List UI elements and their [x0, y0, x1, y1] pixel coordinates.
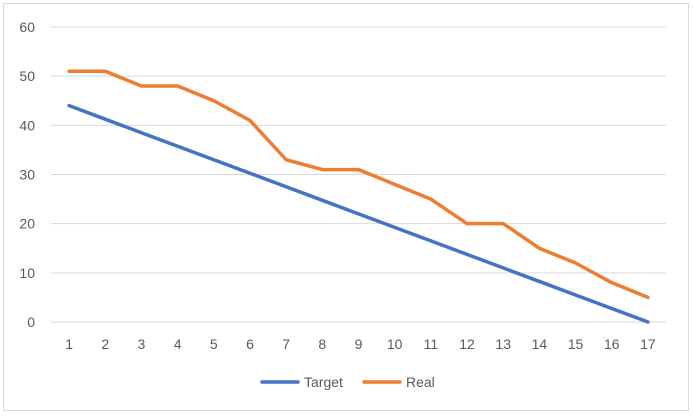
x-tick-label: 14	[532, 336, 548, 352]
series-lines	[67, 69, 650, 324]
x-tick-label: 3	[138, 336, 146, 352]
x-tick-label: 13	[495, 336, 511, 352]
x-tick-label: 16	[604, 336, 620, 352]
x-axis: 1 2 3 4 5 6 7 8 9 10 11 12 13 14 15 16 17	[65, 336, 656, 352]
y-tick-label: 50	[19, 68, 35, 84]
y-axis: 0 10 20 30 40 50 60	[19, 19, 35, 330]
y-tick-label: 20	[19, 216, 35, 232]
chart-frame	[3, 3, 689, 411]
x-tick-label: 15	[568, 336, 584, 352]
gridlines	[51, 26, 666, 323]
legend-item-real: Real	[362, 374, 435, 390]
x-tick-label: 7	[282, 336, 290, 352]
y-tick-label: 40	[19, 117, 35, 133]
x-tick-label: 10	[387, 336, 403, 352]
legend: Target Real	[260, 374, 435, 390]
x-tick-label: 17	[640, 336, 656, 352]
x-tick-label: 4	[174, 336, 182, 352]
x-tick-label: 1	[65, 336, 73, 352]
x-tick-label: 8	[318, 336, 326, 352]
x-tick-label: 12	[459, 336, 475, 352]
y-tick-label: 60	[19, 19, 35, 35]
y-tick-label: 10	[19, 265, 35, 281]
y-tick-label: 0	[27, 314, 35, 330]
y-tick-label: 30	[19, 167, 35, 183]
legend-label: Real	[406, 374, 435, 390]
legend-item-target: Target	[260, 374, 343, 390]
x-tick-label: 6	[246, 336, 254, 352]
legend-label: Target	[304, 374, 343, 390]
x-tick-label: 11	[424, 336, 439, 352]
series-line-real	[67, 69, 650, 300]
x-tick-label: 9	[355, 336, 363, 352]
x-tick-label: 2	[101, 336, 109, 352]
x-tick-label: 5	[210, 336, 218, 352]
